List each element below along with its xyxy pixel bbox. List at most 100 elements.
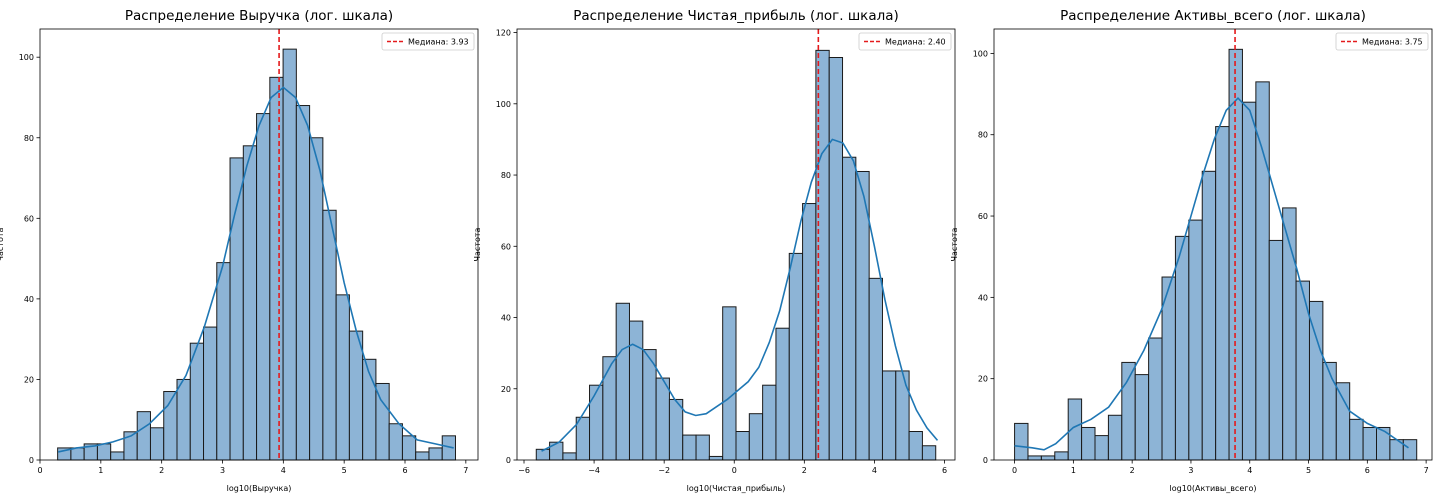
- histogram-bar: [1241, 101, 1257, 461]
- y-tick-label: 100: [496, 100, 511, 109]
- x-tick-label: 5: [342, 466, 347, 475]
- histogram-bar: [1215, 126, 1230, 461]
- histogram-bars: [1014, 48, 1418, 461]
- x-tick-label: 7: [463, 466, 468, 475]
- histogram-bar: [1054, 451, 1069, 461]
- histogram-bar: [735, 431, 750, 461]
- x-tick-label: 5: [1306, 466, 1311, 475]
- y-tick-label: 120: [496, 29, 511, 38]
- histogram-bar: [335, 294, 350, 461]
- x-tick-label: 6: [402, 466, 407, 475]
- histogram-bar: [908, 431, 923, 461]
- x-tick-label: 2: [802, 466, 807, 475]
- x-tick-label: 4: [1247, 466, 1252, 475]
- y-tick-label: 0: [506, 456, 511, 465]
- x-tick-label: −4: [588, 466, 600, 475]
- histogram-bar: [1040, 455, 1056, 461]
- histogram-bars: [57, 48, 456, 461]
- histogram-bar: [216, 262, 231, 461]
- legend-box: [381, 32, 475, 51]
- y-tick-label: 100: [973, 49, 988, 58]
- histogram-bar: [1268, 239, 1284, 461]
- histogram-bar: [1107, 414, 1123, 461]
- histogram-bar: [628, 320, 644, 461]
- y-tick-label: 60: [501, 242, 511, 251]
- legend-label: Медиана: 3.75: [1362, 38, 1423, 47]
- histogram-bar: [708, 455, 724, 461]
- x-tick-label: 2: [1130, 466, 1135, 475]
- legend-box: [1335, 32, 1429, 51]
- histogram-bars: [535, 49, 937, 461]
- y-tick-label: 60: [978, 212, 988, 221]
- histogram-bar: [682, 434, 697, 461]
- histogram-bar: [96, 443, 112, 461]
- legend-box: [858, 32, 952, 51]
- histogram-bar: [1402, 439, 1418, 461]
- histogram-bar: [1174, 235, 1190, 461]
- x-axis-label: log10(Чистая_прибыль): [687, 484, 786, 493]
- plot-frame: [39, 28, 479, 461]
- plot-frame: [516, 28, 956, 461]
- y-axis-label: Частота: [950, 227, 959, 261]
- histogram-bar: [1335, 382, 1351, 461]
- histogram-bar: [895, 370, 910, 461]
- y-tick-label: 80: [501, 171, 511, 180]
- histogram-bar: [1134, 374, 1150, 461]
- histogram-bar: [788, 252, 804, 461]
- histogram-bar: [602, 356, 617, 461]
- y-tick-label: 0: [983, 456, 988, 465]
- histogram-bar: [868, 277, 883, 461]
- x-tick-label: −6: [518, 466, 530, 475]
- histogram-bar: [748, 413, 764, 461]
- y-axis-label: Частота: [473, 227, 482, 261]
- legend: Медиана: 3.75: [1335, 32, 1429, 51]
- histogram-bar: [1094, 435, 1109, 461]
- x-tick-label: 0: [732, 466, 737, 475]
- chart-panel-3: 0 1 2 3 4 5 6 7 0 20 40 60 80 100 Распределение Активы…: [950, 8, 1433, 493]
- histogram-bar: [1322, 361, 1337, 461]
- histogram-bar: [203, 326, 218, 461]
- x-tick-label: 2: [159, 466, 164, 475]
- histogram-bar: [242, 145, 258, 461]
- legend: Медиана: 2.40: [858, 32, 952, 51]
- y-tick-label: 40: [978, 293, 988, 302]
- histogram-bar: [549, 441, 564, 461]
- plot-frame: [993, 28, 1433, 461]
- histogram-bar: [668, 398, 684, 461]
- y-tick-label: 40: [24, 295, 34, 304]
- histogram-bar: [149, 427, 165, 461]
- y-tick-label: 20: [24, 375, 34, 384]
- histogram-bar: [655, 377, 670, 461]
- histogram-bar: [322, 209, 337, 461]
- histogram-bar: [695, 434, 710, 461]
- histogram-bar: [615, 302, 630, 461]
- histogram-bar: [1201, 170, 1217, 461]
- histogram-bar: [562, 452, 577, 461]
- x-tick-label: 6: [942, 466, 947, 475]
- histogram-bar: [1362, 426, 1377, 461]
- histogram-bar: [176, 378, 191, 461]
- histogram-bar: [575, 416, 591, 461]
- histogram-bar: [775, 327, 790, 461]
- histogram-bar: [1188, 219, 1203, 461]
- x-tick-label: 0: [1012, 466, 1017, 475]
- x-tick-label: 0: [37, 466, 42, 475]
- legend-label: Медиана: 2.40: [885, 38, 946, 47]
- x-tick-label: 3: [220, 466, 225, 475]
- histogram-bar: [1376, 426, 1391, 461]
- histogram-bar: [309, 137, 324, 461]
- x-tick-label: 1: [1071, 466, 1076, 475]
- x-tick-label: −2: [658, 466, 670, 475]
- kde-curve: [58, 86, 454, 453]
- histogram-bar: [1349, 418, 1364, 461]
- histogram-bar: [842, 156, 857, 461]
- x-axis-label: log10(Активы_всего): [1170, 484, 1257, 493]
- x-tick-label: 7: [1424, 466, 1429, 475]
- histogram-bar: [1255, 81, 1270, 461]
- kde-curve: [1014, 96, 1409, 451]
- histogram-bar: [1081, 426, 1096, 461]
- chart-title: Распределение Чистая_прибыль (лог. шкала…: [573, 8, 899, 24]
- x-tick-label: 3: [1188, 466, 1193, 475]
- y-tick-label: 100: [19, 53, 34, 62]
